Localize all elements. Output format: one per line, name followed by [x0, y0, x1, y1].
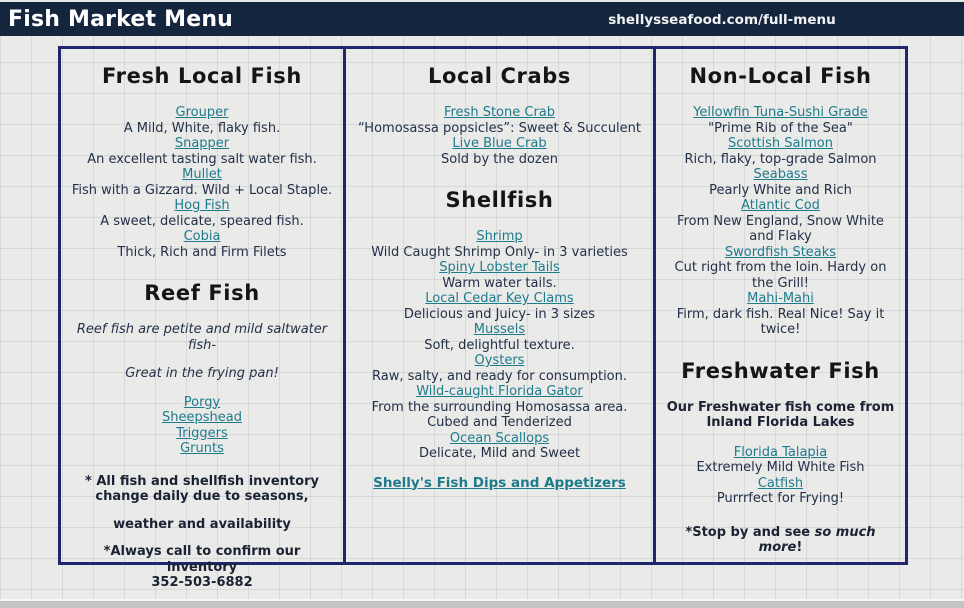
- desc-yellowfin-tuna: "Prime Rib of the Sea": [708, 120, 853, 136]
- menu-board: Fresh Local Fish Grouper A Mild, White, …: [58, 46, 908, 590]
- menu-entry: Spiny Lobster Tails Warm water tails.: [353, 260, 646, 291]
- desc-spiny-lobster-tails: Warm water tails.: [442, 275, 557, 291]
- desc-hog-fish: A sweet, delicate, speared fish.: [100, 213, 304, 229]
- desc-swordfish-steaks: Cut right from the loin. Hardy on the Gr…: [674, 260, 887, 291]
- link-ocean-scallops[interactable]: Ocean Scallops: [449, 430, 550, 446]
- desc-scottish-salmon: Rich, flaky, top-grade Salmon: [684, 151, 877, 167]
- link-swordfish-steaks[interactable]: Swordfish Steaks: [724, 244, 837, 260]
- menu-entry: Florida Talapia Extremely Mild White Fis…: [663, 445, 898, 476]
- link-mahi-mahi[interactable]: Mahi-Mahi: [747, 291, 814, 306]
- desc-live-blue-crab: Sold by the dozen: [440, 151, 558, 167]
- menu-entry: Catfish Purrrfect for Frying!: [663, 476, 898, 507]
- heading-shellfish: Shellfish: [445, 188, 554, 212]
- site-header: Fish Market Menu shellysseafood.com/full…: [0, 0, 964, 36]
- menu-entry: Yellowfin Tuna-Sushi Grade "Prime Rib of…: [663, 105, 898, 136]
- freshwater-intro: Our Freshwater fish come from Inland Flo…: [666, 399, 895, 431]
- link-fresh-stone-crab[interactable]: Fresh Stone Crab: [443, 105, 556, 120]
- desc-grouper: A Mild, White, flaky fish.: [123, 120, 281, 136]
- menu-entry: Atlantic Cod From New England, Snow Whit…: [663, 198, 898, 245]
- reef-fish-intro-line2: Great in the frying pan!: [125, 366, 279, 381]
- menu-entry: Ocean Scallops Delicate, Mild and Sweet: [353, 431, 646, 462]
- menu-entry: Oysters Raw, salty, and ready for consum…: [353, 353, 646, 384]
- link-snapper[interactable]: Snapper: [174, 136, 230, 151]
- link-porgy[interactable]: Porgy: [183, 394, 221, 410]
- page-title: Fish Market Menu: [8, 7, 234, 32]
- menu-entry: Cobia Thick, Rich and Firm Filets: [68, 229, 336, 260]
- link-yellowfin-tuna[interactable]: Yellowfin Tuna-Sushi Grade: [693, 105, 868, 120]
- link-oysters[interactable]: Oysters: [474, 353, 525, 368]
- link-sheepshead[interactable]: Sheepshead: [162, 410, 242, 425]
- desc-florida-talapia: Extremely Mild White Fish: [696, 460, 865, 475]
- desc-cobia: Thick, Rich and Firm Filets: [117, 244, 287, 260]
- menu-entry: Wild-caught Florida Gator From the surro…: [353, 384, 646, 431]
- column-nonlocal-freshwater: Non-Local Fish Yellowfin Tuna-Sushi Grad…: [653, 49, 905, 562]
- desc-shrimp: Wild Caught Shrimp Only- in 3 varieties: [371, 244, 628, 260]
- stop-by-note-suffix: !: [796, 540, 803, 555]
- link-live-blue-crab[interactable]: Live Blue Crab: [452, 136, 547, 151]
- desc-atlantic-cod: From New England, Snow White and Flaky: [677, 213, 884, 245]
- desc-fresh-stone-crab: “Homosassa popsicles”: Sweet & Succulent: [357, 120, 642, 136]
- link-triggers[interactable]: Triggers: [176, 425, 228, 441]
- desc-mussels: Soft, delightful texture.: [424, 337, 575, 353]
- desc-wild-caught-florida-gator: From the surrounding Homosassa area. Cub…: [371, 399, 628, 431]
- inventory-notes: * All fish and shellfish inventory chang…: [68, 474, 336, 591]
- link-hog-fish[interactable]: Hog Fish: [174, 198, 230, 213]
- menu-entry: Swordfish Steaks Cut right from the loin…: [663, 245, 898, 292]
- link-local-cedar-key-clams[interactable]: Local Cedar Key Clams: [425, 291, 574, 306]
- note-inventory-change: * All fish and shellfish inventory chang…: [85, 473, 319, 505]
- stop-by-note-prefix: *Stop by and see: [685, 524, 815, 540]
- menu-entry: Mussels Soft, delightful texture.: [353, 322, 646, 353]
- desc-catfish: Purrrfect for Frying!: [716, 491, 845, 506]
- heading-non-local-fish: Non-Local Fish: [689, 64, 872, 88]
- desc-mahi-mahi: Firm, dark fish. Real Nice! Say it twice…: [676, 306, 885, 338]
- reef-fish-links: Porgy Sheepshead Triggers Grunts: [68, 395, 336, 457]
- menu-entry: Live Blue Crab Sold by the dozen: [353, 136, 646, 167]
- desc-ocean-scallops: Delicate, Mild and Sweet: [418, 446, 581, 461]
- page-bottom-edge: [0, 599, 964, 608]
- menu-entry: Seabass Pearly White and Rich: [663, 167, 898, 198]
- link-mullet[interactable]: Mullet: [182, 167, 222, 182]
- link-scottish-salmon[interactable]: Scottish Salmon: [728, 136, 833, 151]
- heading-local-crabs: Local Crabs: [427, 64, 571, 88]
- site-url[interactable]: shellysseafood.com/full-menu: [608, 12, 836, 28]
- menu-entry: Mahi-Mahi Firm, dark fish. Real Nice! Sa…: [663, 291, 898, 338]
- column-crabs-shellfish: Local Crabs Fresh Stone Crab “Homosassa …: [343, 49, 653, 562]
- desc-oysters: Raw, salty, and ready for consumption.: [371, 368, 628, 384]
- menu-entry: Snapper An excellent tasting salt water …: [68, 136, 336, 167]
- column-fresh-local-fish: Fresh Local Fish Grouper A Mild, White, …: [61, 49, 343, 590]
- reef-fish-intro-line1: Reef fish are petite and mild saltwater …: [76, 322, 328, 353]
- link-shrimp[interactable]: Shrimp: [476, 229, 523, 244]
- heading-fresh-local-fish: Fresh Local Fish: [102, 64, 302, 88]
- menu-entry: Grouper A Mild, White, flaky fish.: [68, 105, 336, 136]
- link-catfish[interactable]: Catfish: [757, 475, 804, 491]
- menu-entry: Hog Fish A sweet, delicate, speared fish…: [68, 198, 336, 229]
- desc-snapper: An excellent tasting salt water fish.: [87, 151, 317, 167]
- link-grouper[interactable]: Grouper: [175, 105, 229, 120]
- menu-entry: Fresh Stone Crab “Homosassa popsicles”: …: [353, 105, 646, 136]
- link-atlantic-cod[interactable]: Atlantic Cod: [741, 198, 820, 213]
- menu-entry: Shrimp Wild Caught Shrimp Only- in 3 var…: [353, 229, 646, 260]
- link-florida-talapia[interactable]: Florida Talapia: [733, 444, 828, 460]
- desc-seabass: Pearly White and Rich: [709, 182, 852, 198]
- desc-local-cedar-key-clams: Delicious and Juicy- in 3 sizes: [403, 306, 596, 322]
- link-wild-caught-florida-gator[interactable]: Wild-caught Florida Gator: [416, 384, 583, 399]
- link-grunts[interactable]: Grunts: [180, 441, 224, 456]
- link-spiny-lobster-tails[interactable]: Spiny Lobster Tails: [439, 260, 560, 275]
- link-fish-dips-and-appetizers[interactable]: Shelly's Fish Dips and Appetizers: [373, 474, 626, 491]
- note-weather: weather and availability: [113, 516, 291, 532]
- desc-mullet: Fish with a Gizzard. Wild + Local Staple…: [71, 182, 333, 198]
- note-call-to-confirm: *Always call to confirm our inventory: [103, 544, 301, 575]
- stop-by-note: *Stop by and see so much more!: [663, 525, 898, 556]
- link-seabass[interactable]: Seabass: [753, 167, 808, 182]
- link-cobia[interactable]: Cobia: [183, 229, 221, 244]
- menu-entry: Local Cedar Key Clams Delicious and Juic…: [353, 291, 646, 322]
- menu-entry: Mullet Fish with a Gizzard. Wild + Local…: [68, 167, 336, 198]
- phone-number: 352-503-6882: [151, 575, 253, 590]
- heading-freshwater-fish: Freshwater Fish: [681, 358, 880, 383]
- heading-reef-fish: Reef Fish: [144, 281, 260, 305]
- menu-entry: Scottish Salmon Rich, flaky, top-grade S…: [663, 136, 898, 167]
- stop-by-note-italic: so much more: [758, 524, 876, 556]
- link-mussels[interactable]: Mussels: [473, 322, 526, 337]
